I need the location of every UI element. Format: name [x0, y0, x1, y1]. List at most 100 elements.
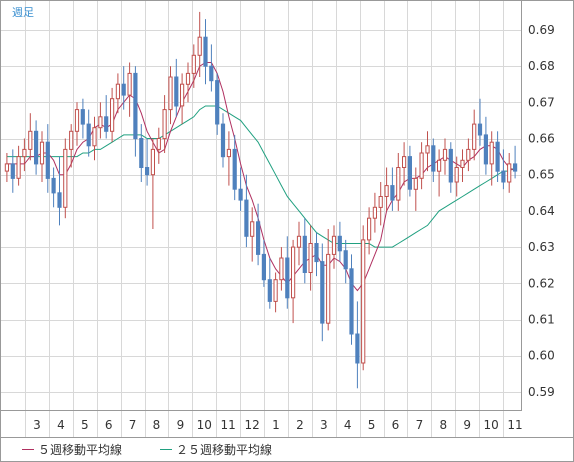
x-tick-label-14: 5: [368, 418, 376, 432]
candle-body-76: [448, 148, 453, 183]
plot-frame: [0, 0, 522, 411]
candle-body-6: [39, 141, 45, 165]
candle-body-37: [220, 123, 226, 158]
candle-9: [57, 156, 62, 226]
candle-body-68: [402, 156, 407, 169]
candle-67: [396, 153, 401, 211]
candle-body-0: [4, 163, 10, 172]
candle-87: [513, 145, 518, 179]
candle-10: [63, 138, 68, 219]
candle-body-72: [425, 145, 430, 154]
candle-59: [349, 254, 354, 345]
x-tick-label-13: 4: [344, 418, 352, 432]
y-tick-label-9: 0.60: [528, 349, 555, 363]
candle-7: [45, 124, 50, 193]
candle-34: [203, 19, 208, 85]
candle-body-57: [337, 235, 342, 252]
candle-body-11: [69, 130, 74, 150]
candle-36: [215, 73, 220, 135]
candle-body-8: [51, 177, 56, 194]
candle-body-19: [115, 83, 121, 100]
candle-body-79: [466, 148, 471, 161]
candle-body-70: [413, 177, 418, 190]
candle-32: [191, 44, 196, 88]
x-tick-label-16: 7: [416, 418, 424, 432]
x-tick-label-19: 10: [483, 418, 498, 432]
candle-body-54: [320, 261, 325, 324]
candle-body-43: [256, 221, 261, 255]
candle-body-45: [267, 279, 272, 302]
candle-15: [92, 116, 97, 161]
candle-47: [279, 247, 284, 291]
candle-56: [331, 225, 337, 269]
candle-body-9: [57, 192, 62, 208]
candle-body-10: [63, 148, 68, 208]
candle-body-60: [355, 333, 360, 364]
y-tick-label-7: 0.62: [528, 276, 555, 290]
candle-29: [174, 58, 179, 117]
candle-72: [425, 131, 430, 172]
candle-body-73: [431, 145, 436, 172]
y-tick-label-2: 0.67: [528, 95, 555, 109]
candle-65: [384, 167, 389, 211]
candle-body-35: [209, 65, 214, 82]
candle-21: [127, 62, 132, 117]
candle-28: [168, 66, 173, 125]
legend-item-ma25: ２５週移動平均線: [160, 441, 272, 458]
candle-8: [51, 167, 56, 208]
candle-body-41: [244, 199, 249, 237]
candle-61: [361, 225, 366, 371]
x-tick-label-20: 11: [507, 418, 522, 432]
candle-body-7: [45, 141, 50, 179]
x-tick-label-15: 6: [392, 418, 400, 432]
candle-51: [302, 218, 307, 284]
candle-body-71: [419, 152, 424, 179]
legend-swatch-ma25: [160, 449, 172, 450]
candle-44: [261, 239, 266, 287]
candle-body-65: [384, 185, 389, 198]
candle-body-63: [372, 206, 377, 219]
candle-body-80: [472, 123, 477, 150]
candle-body-12: [74, 109, 80, 132]
candle-71: [419, 142, 424, 190]
candle-17: [104, 95, 109, 139]
x-tick-label-12: 3: [320, 418, 328, 432]
y-tick-label-3: 0.66: [528, 132, 555, 146]
candle-body-77: [454, 167, 459, 183]
x-tick-label-17: 8: [439, 418, 447, 432]
candle-62: [367, 207, 372, 255]
candle-77: [454, 156, 459, 197]
candle-49: [291, 239, 296, 324]
candle-body-5: [34, 130, 39, 165]
candle-46: [273, 272, 278, 313]
candle-body-47: [279, 257, 284, 281]
candle-55: [326, 229, 331, 331]
candle-16: [98, 102, 103, 139]
x-tick-label-7: 10: [197, 418, 212, 432]
candle-19: [115, 73, 121, 114]
candle-body-13: [80, 109, 85, 125]
candle-body-81: [477, 123, 483, 136]
grid-lines: [0, 1, 521, 437]
candle-80: [472, 109, 477, 161]
x-tick-label-3: 6: [105, 418, 113, 432]
candle-body-83: [489, 141, 494, 165]
candle-30: [180, 73, 185, 125]
candle-body-31: [185, 72, 191, 85]
candle-body-1: [10, 163, 15, 179]
candle-body-25: [150, 148, 156, 176]
candle-76: [448, 142, 453, 193]
candle-body-29: [174, 76, 179, 107]
candle-75: [442, 138, 448, 175]
y-tick-label-0: 0.69: [528, 23, 555, 37]
period-label: 週足: [12, 6, 34, 19]
candle-body-74: [437, 159, 442, 172]
candle-27: [162, 95, 167, 153]
y-tick-label-5: 0.64: [528, 204, 555, 218]
candle-39: [232, 134, 237, 201]
candle-52: [308, 225, 313, 291]
candle-78: [460, 149, 465, 182]
candle-86: [507, 153, 512, 193]
candle-4: [28, 113, 33, 161]
candle-25: [150, 138, 156, 229]
